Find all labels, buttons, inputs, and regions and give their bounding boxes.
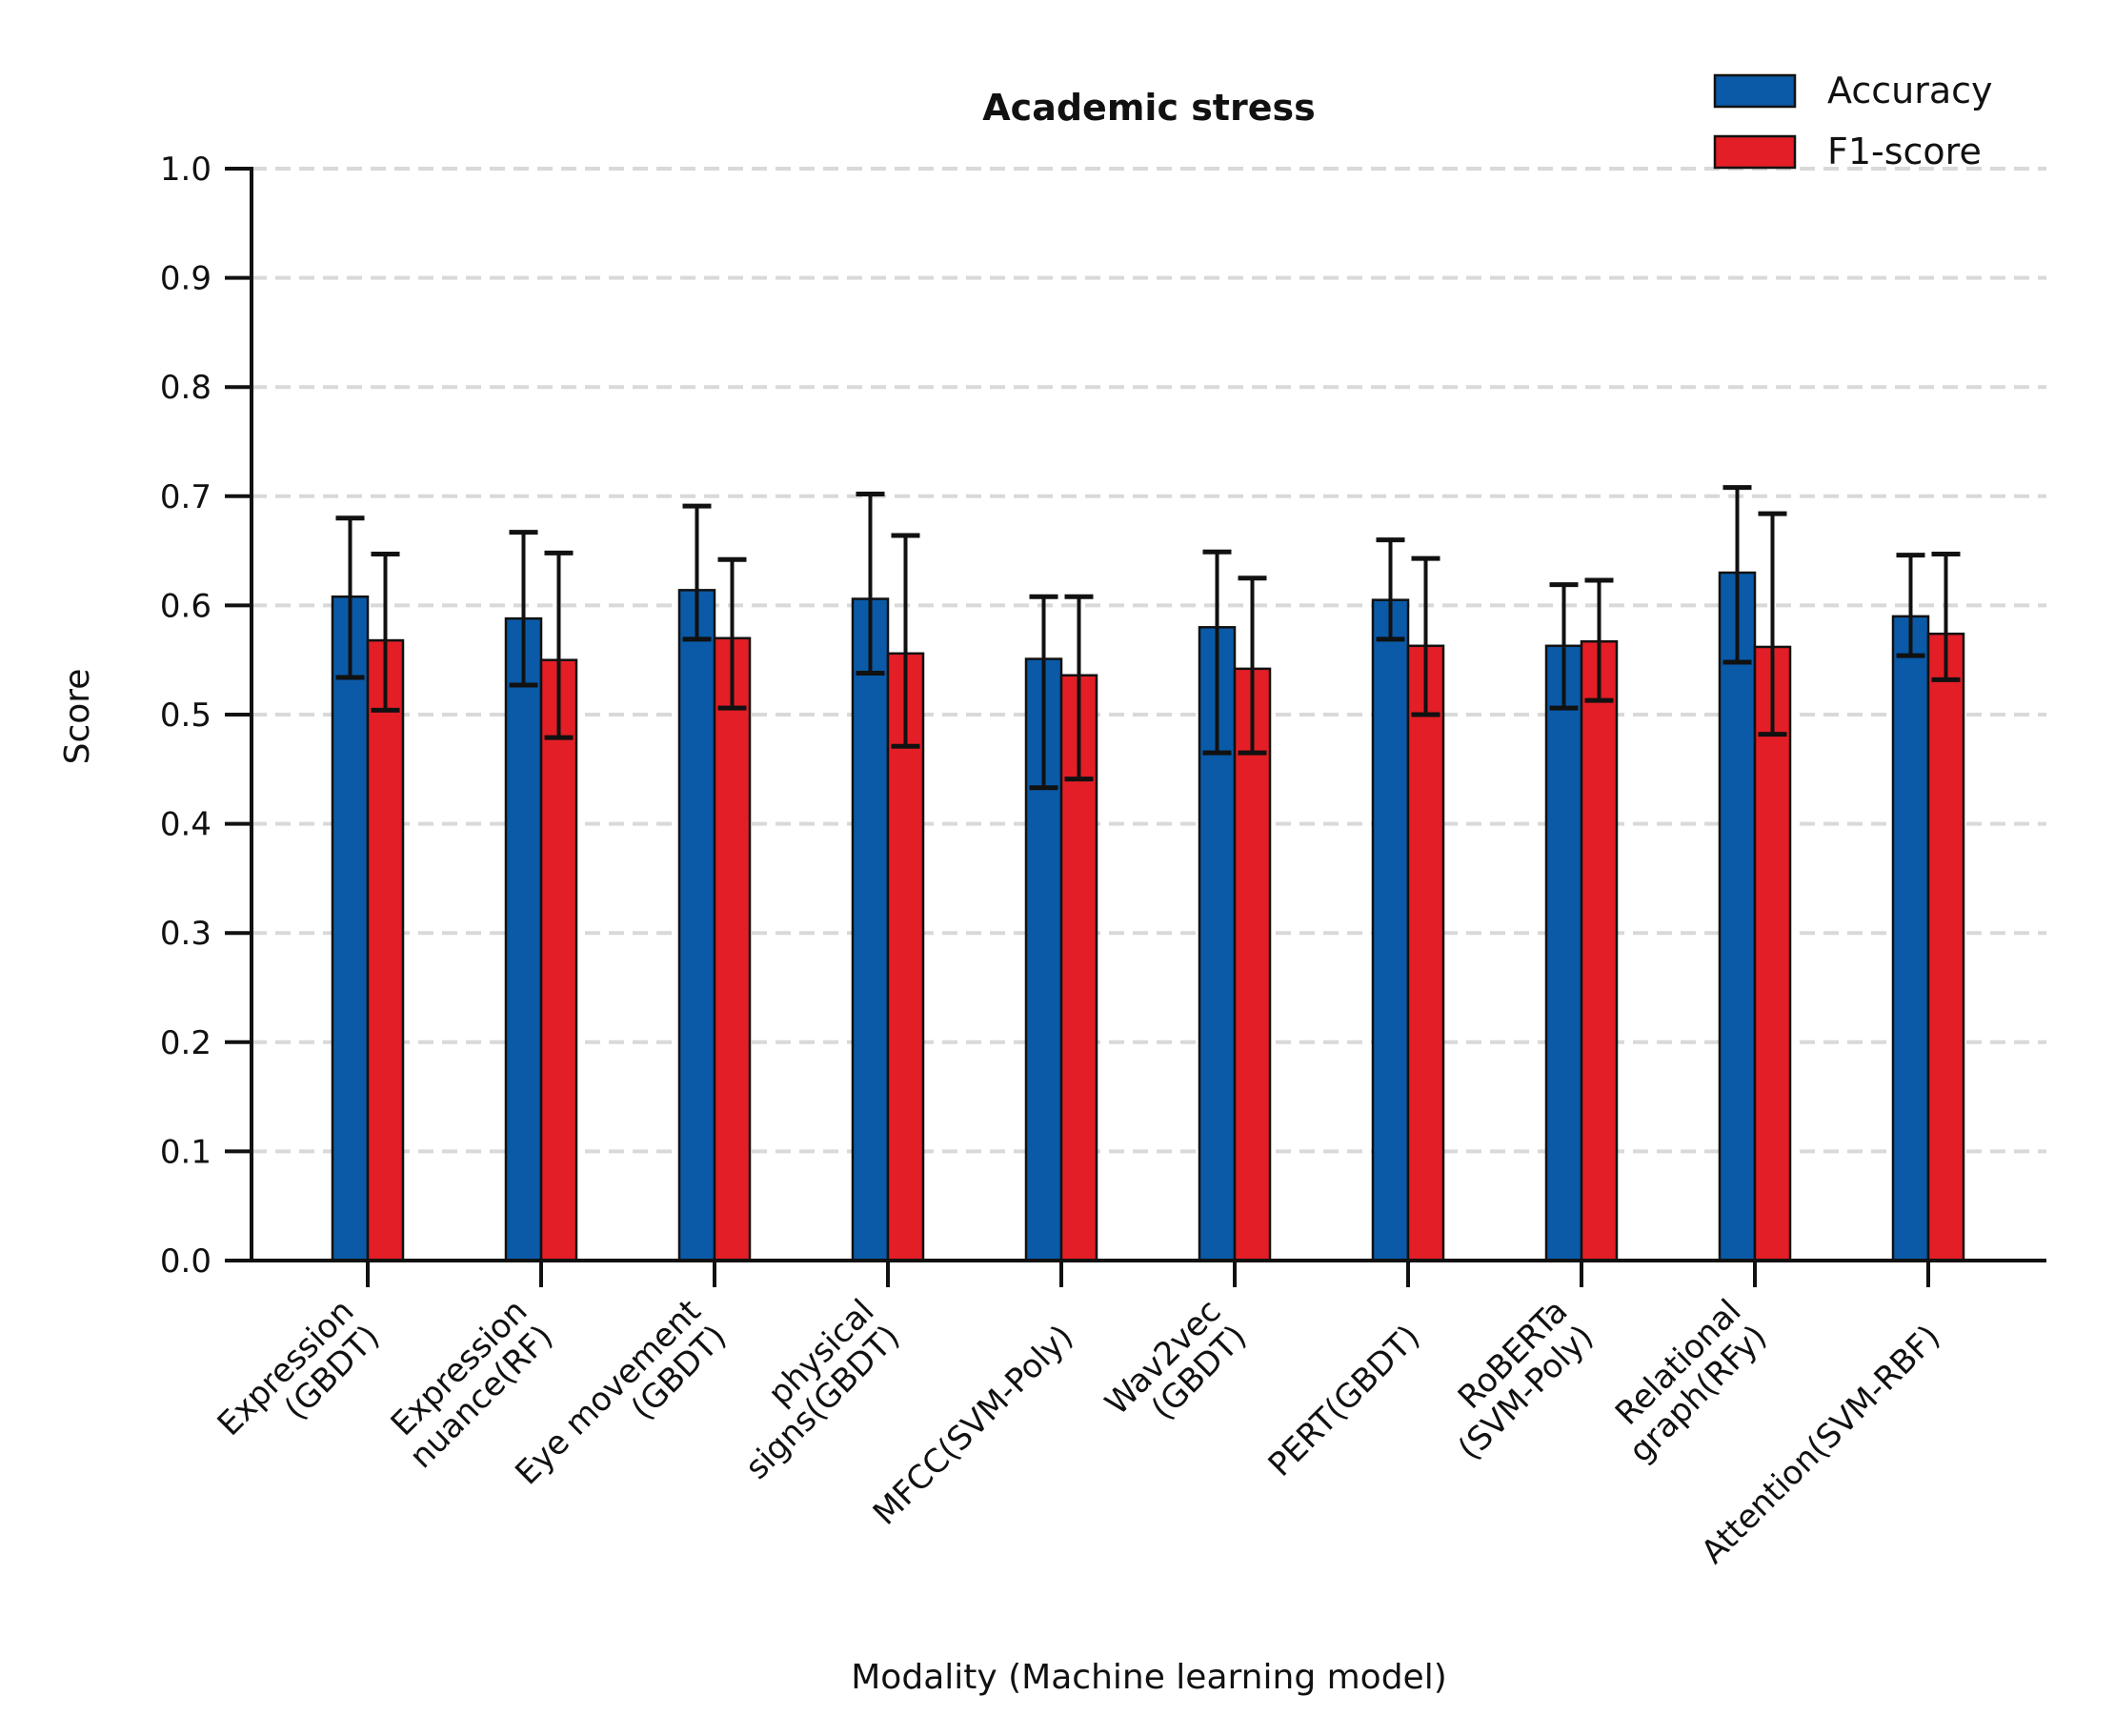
bar — [539, 658, 578, 1262]
x-tick-label: RoBERTa(SVM-Poly) — [1451, 1292, 1601, 1467]
bar — [504, 616, 543, 1262]
y-tick-label: 0.0 — [160, 1242, 212, 1281]
x-axis-label: Modality (Machine learning model) — [851, 1658, 1447, 1697]
y-tick-label: 0.7 — [160, 478, 212, 516]
bar — [1926, 632, 1965, 1262]
chart-title: Academic stress — [982, 87, 1315, 129]
y-ticks: 0.0 0.1 0.2 0.3 0.4 0.5 0.6 0.7 0.8 0.9 1.0 — [160, 151, 252, 1281]
y-tick-label: 1.0 — [160, 151, 212, 189]
x-tick-label: PERT(GBDT) — [1261, 1318, 1428, 1484]
bar — [331, 595, 370, 1262]
bar — [1406, 644, 1445, 1262]
y-tick-label: 0.1 — [160, 1133, 212, 1171]
legend: Accuracy F1-score — [1713, 70, 1993, 172]
y-tick-label: 0.9 — [160, 260, 212, 298]
bar — [1718, 571, 1757, 1262]
legend-swatch — [1713, 73, 1797, 109]
y-tick-label: 0.8 — [160, 369, 212, 407]
y-tick-label: 0.2 — [160, 1024, 212, 1062]
bar — [713, 636, 752, 1262]
bars — [331, 571, 1965, 1262]
y-tick-label: 0.4 — [160, 806, 212, 844]
bar — [677, 589, 716, 1262]
y-tick-label: 0.3 — [160, 915, 212, 953]
bar — [1753, 645, 1792, 1262]
legend-label: Accuracy — [1827, 70, 1993, 111]
x-tick-label: Expression(GBDT) — [211, 1292, 388, 1443]
bar — [851, 597, 890, 1262]
bar — [1371, 598, 1410, 1262]
legend-label: F1-score — [1827, 131, 1982, 172]
y-tick-label: 0.5 — [160, 696, 212, 735]
bar — [1580, 639, 1619, 1262]
error-bars — [335, 485, 1961, 791]
x-tick-label-line: PERT(GBDT) — [1261, 1318, 1428, 1484]
bar — [1544, 644, 1583, 1262]
bar — [1233, 667, 1272, 1262]
y-axis-label: Score — [58, 669, 97, 765]
legend-swatch — [1713, 134, 1797, 170]
x-tick-label: Eye movement(GBDT) — [508, 1292, 734, 1492]
bar — [1891, 615, 1930, 1262]
y-tick-label: 0.6 — [160, 587, 212, 625]
bar — [366, 638, 405, 1262]
x-ticks: Expression(GBDT)Expressionnuance(RF)Eye … — [211, 1261, 1947, 1571]
x-tick-label: Wav2vec(GBDT) — [1098, 1292, 1254, 1427]
bar — [886, 652, 925, 1262]
